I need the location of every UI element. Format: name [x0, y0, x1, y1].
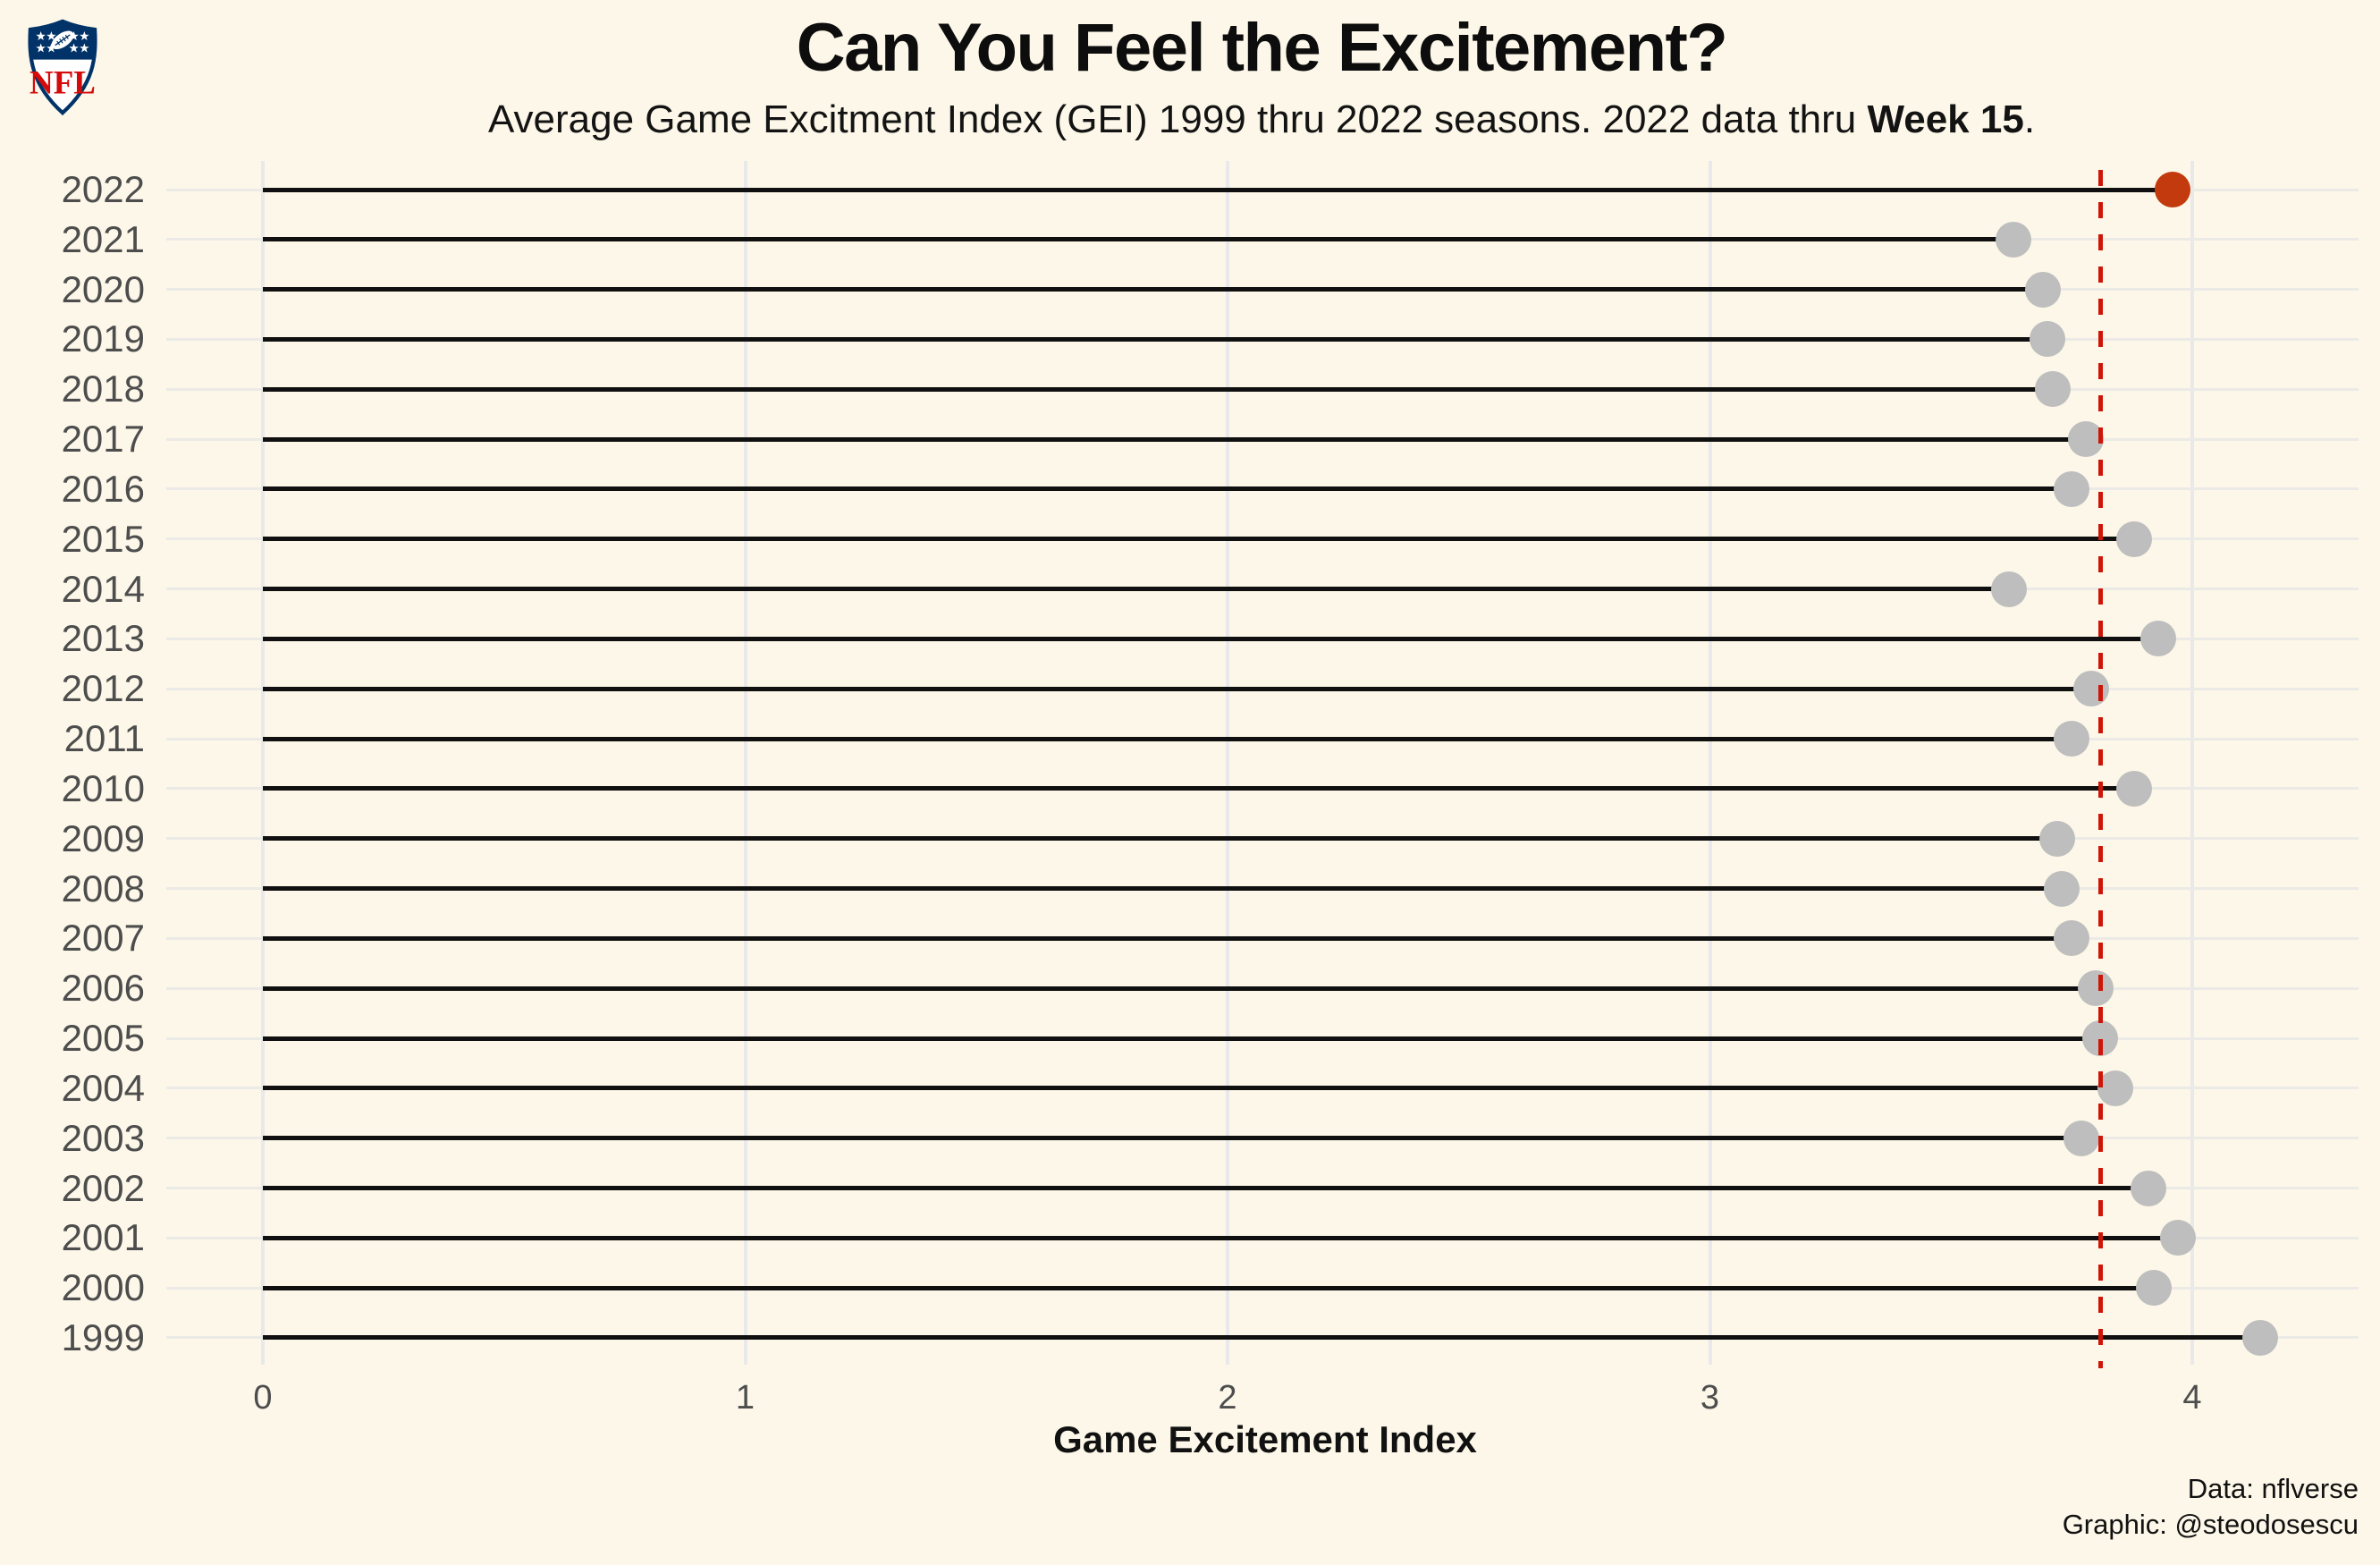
graphic-credit: Graphic: @steodosescu — [2062, 1509, 2359, 1540]
gei-dot — [2116, 770, 2153, 807]
lollipop-stem — [263, 1186, 2149, 1191]
gei-dot — [2097, 1070, 2133, 1106]
year-label: 2009 — [61, 816, 145, 859]
gei-dot — [2068, 421, 2105, 458]
nfl-logo-text: NFL — [30, 63, 96, 100]
lollipop-stem — [263, 935, 2072, 941]
x-gridline — [1226, 161, 1229, 1365]
year-label: 2014 — [61, 567, 145, 610]
lollipop-stem — [263, 636, 2159, 641]
lollipop-stem — [263, 1036, 2101, 1041]
gei-dot — [2159, 1220, 2196, 1256]
year-label: 2001 — [61, 1216, 145, 1259]
year-label: 2020 — [61, 267, 145, 310]
x-gridline — [1708, 161, 1712, 1365]
chart-title: Can You Feel the Excitement? — [796, 10, 1728, 86]
year-label: 2002 — [61, 1166, 145, 1209]
year-label: 2015 — [61, 517, 145, 560]
nfl-shield-icon: NFL — [28, 19, 97, 116]
nfl-logo: NFL — [25, 18, 100, 116]
lollipop-stem — [263, 786, 2135, 791]
gei-dot — [2054, 470, 2090, 507]
lollipop-stem — [263, 436, 2087, 442]
lollipop-stem — [263, 1285, 2154, 1290]
lollipop-stem — [263, 287, 2043, 292]
lollipop-stem — [263, 1086, 2115, 1091]
chart-subtitle: Average Game Excitment Index (GEI) 1999 … — [152, 97, 2371, 143]
gei-dot — [2034, 371, 2071, 408]
chart-header: Can You Feel the Excitement? Average Gam… — [152, 11, 2371, 143]
year-label: 2007 — [61, 917, 145, 960]
gei-dot — [2054, 920, 2090, 957]
x-axis-title: Game Excitement Index — [1053, 1418, 1477, 1460]
gei-dot — [2135, 1270, 2172, 1307]
x-gridline — [2190, 161, 2194, 1365]
lollipop-stem — [263, 187, 2173, 192]
gei-dot — [2072, 671, 2109, 707]
lollipop-stem — [263, 1235, 2178, 1240]
year-label: 2006 — [61, 967, 145, 1010]
year-label: 2022 — [61, 168, 145, 210]
gei-dot — [2030, 321, 2066, 358]
lollipop-stem — [263, 237, 2014, 242]
lollipop-stem — [263, 736, 2072, 741]
football-icon — [51, 30, 74, 50]
data-credit: Data: nflverse — [2187, 1473, 2359, 1504]
lollipop-stem — [263, 1335, 2260, 1341]
year-label: 2011 — [63, 717, 145, 760]
year-label: 2019 — [61, 317, 145, 360]
gei-dot-highlight-2022 — [2155, 172, 2191, 207]
lollipop-stem — [263, 537, 2135, 542]
gei-dot — [2078, 970, 2114, 1007]
year-label: 2013 — [61, 617, 145, 660]
gei-dot — [2140, 621, 2177, 657]
year-label: 2017 — [61, 418, 145, 461]
lollipop-stem — [263, 986, 2097, 991]
lollipop-stem — [263, 836, 2057, 842]
year-label: 2010 — [61, 766, 145, 809]
gei-dot — [2038, 820, 2075, 857]
gei-dot — [2044, 870, 2080, 907]
gei-dot — [2054, 721, 2090, 757]
year-label: 2005 — [61, 1017, 145, 1060]
x-tick-label: 0 — [253, 1379, 273, 1417]
gei-dot — [1996, 221, 2032, 258]
lollipop-stem — [263, 587, 2009, 592]
lollipop-stem — [263, 386, 2053, 392]
x-gridline — [743, 161, 747, 1365]
gei-dot — [2241, 1319, 2278, 1356]
year-label: 2018 — [61, 368, 145, 410]
gei-dot — [2024, 271, 2061, 308]
year-label: 2004 — [61, 1066, 145, 1109]
lollipop-stem — [263, 336, 2048, 342]
year-label: 2021 — [61, 217, 145, 260]
lollipop-stem — [263, 486, 2072, 492]
year-label: 2000 — [61, 1266, 145, 1309]
subtitle-week-emphasis: Week 15 — [1867, 97, 2024, 141]
x-tick-label: 2 — [1218, 1379, 1237, 1417]
lollipop-stem — [263, 686, 2091, 691]
year-label: 2003 — [61, 1116, 145, 1159]
gei-dot — [2131, 1170, 2167, 1206]
x-tick-label: 3 — [1700, 1379, 1720, 1417]
x-tick-label: 4 — [2182, 1379, 2202, 1417]
subtitle-text: Average Game Excitment Index (GEI) 1999 … — [487, 97, 1868, 141]
credits: Data: nflverse Graphic: @steodosescu — [2063, 1471, 2359, 1543]
year-label: 2016 — [61, 467, 145, 510]
year-label: 2012 — [61, 667, 145, 710]
lollipop-stem — [263, 1136, 2081, 1141]
gei-dot — [2063, 1120, 2099, 1156]
x-gridline — [261, 161, 265, 1365]
year-label: 1999 — [61, 1315, 145, 1358]
gei-dot — [1990, 571, 2027, 607]
subtitle-period: . — [2023, 97, 2036, 141]
mean-gei-reference-line — [2097, 170, 2103, 1368]
year-label: 2008 — [61, 867, 145, 909]
gei-dot — [2116, 520, 2153, 557]
x-tick-label: 1 — [735, 1379, 755, 1417]
lollipop-stem — [263, 886, 2063, 892]
